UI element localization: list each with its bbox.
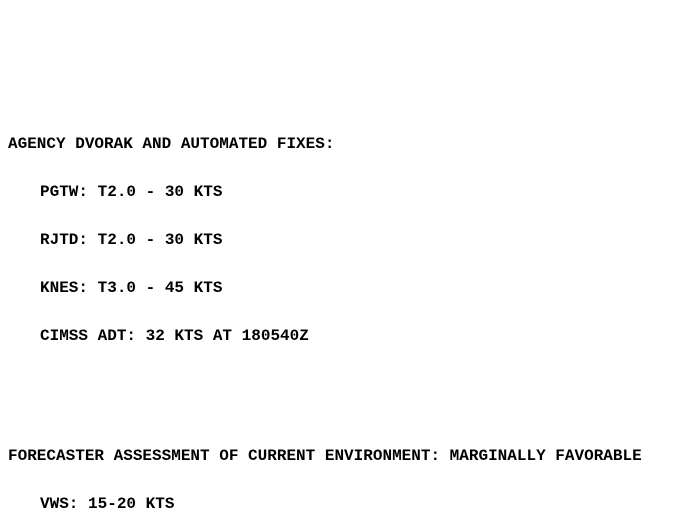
item-vws: VWS: 15-20 KTS (8, 492, 671, 516)
item-cimss-adt: CIMSS ADT: 32 KTS AT 180540Z (8, 324, 671, 348)
item-pgtw: PGTW: T2.0 - 30 KTS (8, 180, 671, 204)
section-forecaster-assessment: FORECASTER ASSESSMENT OF CURRENT ENVIRON… (8, 420, 671, 517)
item-knes: KNES: T3.0 - 45 KTS (8, 276, 671, 300)
heading-forecaster-assessment: FORECASTER ASSESSMENT OF CURRENT ENVIRON… (8, 444, 671, 468)
item-rjtd: RJTD: T2.0 - 30 KTS (8, 228, 671, 252)
heading-agency-dvorak: AGENCY DVORAK AND AUTOMATED FIXES: (8, 132, 671, 156)
section-agency-dvorak: AGENCY DVORAK AND AUTOMATED FIXES: PGTW:… (8, 108, 671, 372)
